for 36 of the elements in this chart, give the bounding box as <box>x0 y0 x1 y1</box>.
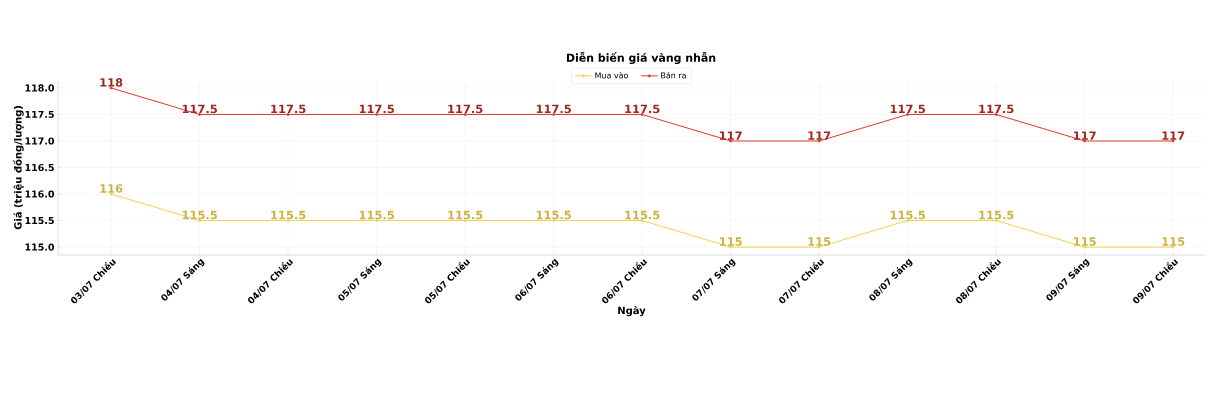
y-tick-label: 115.5 <box>25 217 54 225</box>
data-label: 117.5 <box>359 104 394 114</box>
data-label: 117.5 <box>890 104 925 114</box>
data-label: 117 <box>1162 131 1185 140</box>
data-label: 118 <box>100 78 123 87</box>
x-axis-title: Ngày <box>618 306 646 317</box>
y-tick-label: 117.5 <box>25 110 54 118</box>
y-tick-label: 116.5 <box>25 163 54 172</box>
data-label: 115.5 <box>271 210 306 220</box>
y-tick-label: 116.0 <box>25 190 55 198</box>
data-label: 117 <box>808 131 831 140</box>
y-axis-title: Giá (triệu đồng/lượng) <box>12 105 24 230</box>
y-tick-label: 115.0 <box>25 243 55 251</box>
data-label: 115.5 <box>625 210 660 220</box>
data-label: 117.5 <box>271 104 306 114</box>
y-tick-label: 118.0 <box>25 84 55 92</box>
data-label: 115.5 <box>448 210 483 220</box>
data-label: 115.5 <box>890 210 925 220</box>
data-label: 115.5 <box>536 210 571 220</box>
y-tick-label: 117.0 <box>25 137 55 145</box>
data-label: 117.5 <box>182 104 217 114</box>
data-label: 117.5 <box>979 104 1014 114</box>
data-label: 117.5 <box>625 104 660 114</box>
data-label: 117.5 <box>448 104 483 114</box>
data-label: 115 <box>1162 237 1185 246</box>
data-label: 117.5 <box>536 104 571 114</box>
data-label: 116 <box>100 184 123 193</box>
data-label: 115.5 <box>979 210 1014 220</box>
data-label: 115 <box>719 237 742 246</box>
data-label: 115.5 <box>359 210 394 220</box>
data-label: 115.5 <box>182 210 217 220</box>
data-label: 115 <box>808 237 831 246</box>
data-label: 115 <box>1073 237 1096 246</box>
data-label: 117 <box>1073 131 1096 140</box>
data-label: 117 <box>719 131 742 140</box>
chart-title: Diễn biến giá vàng nhẫn <box>566 51 716 65</box>
